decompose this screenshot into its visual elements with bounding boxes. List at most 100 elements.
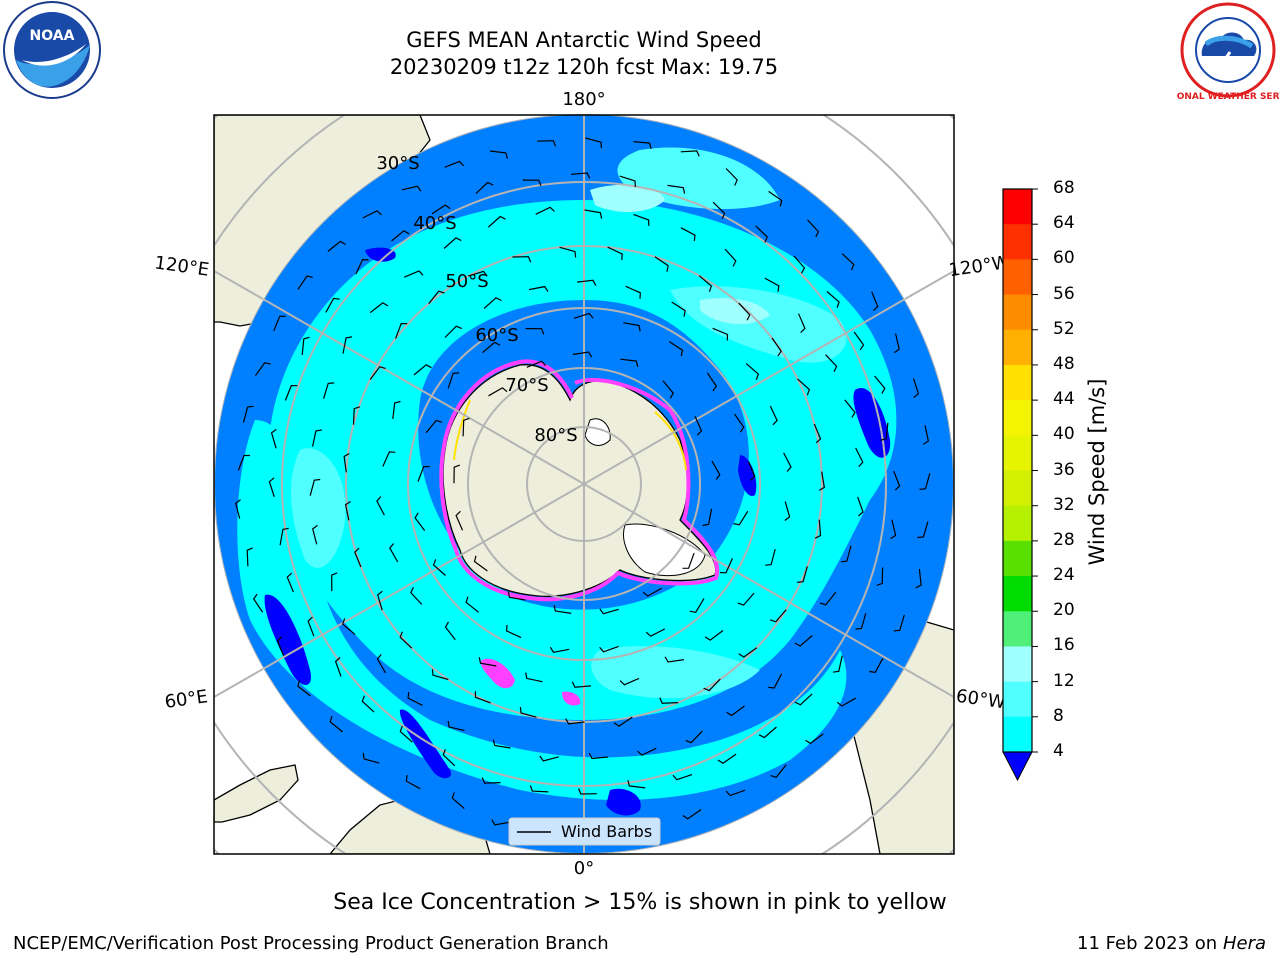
wind-barb <box>482 341 501 354</box>
wind-barb <box>526 360 547 368</box>
wind-speed-band-16-20 <box>590 184 770 325</box>
wind-barb <box>376 654 387 674</box>
wind-barb <box>343 452 350 473</box>
nws-logo: NATIONAL WEATHER SERVICE <box>1176 2 1280 102</box>
wind-barb <box>584 209 603 219</box>
colorbar-band <box>1003 470 1032 507</box>
wind-barb <box>577 279 597 286</box>
wind-barb <box>726 705 745 717</box>
wind-barb <box>712 201 726 220</box>
wind-barb <box>488 387 508 397</box>
colorbar-band <box>1003 435 1032 471</box>
wind-barb <box>633 141 652 150</box>
wind-barb <box>413 364 432 376</box>
footer-branch: NCEP/EMC/Verification Post Processing Pr… <box>13 933 609 954</box>
legend-label: Wind Barbs <box>561 822 652 841</box>
wind-barb <box>814 519 822 539</box>
wind-barb <box>844 399 856 418</box>
colorbar-tick-label: 24 <box>1053 565 1075 586</box>
wind-barb <box>724 248 737 267</box>
wind-barb <box>410 587 423 605</box>
wind-barb <box>327 240 346 252</box>
wind-barb <box>764 277 780 292</box>
wind-barb <box>698 275 713 292</box>
wind-barb <box>876 567 884 587</box>
wind-barb <box>704 630 724 641</box>
wind-barb <box>668 340 684 357</box>
footer-machine: Hera <box>1222 933 1266 954</box>
wind-barb <box>798 313 806 334</box>
wind-barb <box>323 382 335 399</box>
wind-barb <box>403 270 424 278</box>
wind-barb <box>853 331 865 351</box>
wind-barb <box>607 246 623 261</box>
colorbar-tick-label: 36 <box>1053 459 1075 480</box>
wind-barb <box>857 496 864 517</box>
wind-barb <box>528 285 549 292</box>
wind-barb <box>507 591 526 601</box>
wind-barb <box>468 270 488 277</box>
colorbar-tick-label: 60 <box>1053 248 1075 269</box>
wind-barb <box>453 464 461 484</box>
wind-barb <box>725 168 738 186</box>
wind-barb <box>642 587 662 597</box>
wind-barb <box>529 785 549 793</box>
colorbar-label: Wind Speed [m/s] <box>1085 378 1109 566</box>
wind-barb <box>571 172 591 179</box>
wind-barb <box>444 325 463 338</box>
colorbar-band <box>1003 646 1032 683</box>
wind-barb <box>784 501 791 521</box>
wind-barb <box>685 730 703 744</box>
wind-barb <box>443 237 462 249</box>
wind-barb <box>442 749 456 767</box>
meridian-lines <box>262 114 906 854</box>
colorbar-extend-arrow <box>1002 751 1033 782</box>
wind-barb <box>487 215 506 228</box>
wind-barb <box>841 253 855 271</box>
lat-label-30s: 30°S <box>376 153 419 174</box>
wind-barb <box>474 691 491 704</box>
wind-barb <box>694 416 703 436</box>
wind-barb <box>505 624 522 639</box>
wind-barb <box>893 470 901 491</box>
lat-label-70s: 70°S <box>505 375 548 396</box>
wind-barb <box>637 747 657 756</box>
wind-barb <box>284 385 298 401</box>
colorbar-tick-label: 56 <box>1053 283 1075 304</box>
sea-ice-core <box>453 399 687 471</box>
wind-barb <box>334 657 342 677</box>
wind-barb <box>431 669 449 681</box>
wind-barb <box>237 454 250 471</box>
wind-barb <box>620 358 639 367</box>
legend-box: Wind Barbs <box>508 817 661 846</box>
wind-barb <box>389 543 399 563</box>
wind-barb <box>235 499 241 519</box>
colorbar-tick-label: 8 <box>1053 705 1064 726</box>
wind-speed-band-8-12-outer <box>237 420 847 800</box>
wind-barb <box>768 673 783 689</box>
colorbar-tick-label: 12 <box>1053 670 1075 691</box>
wind-barb <box>770 764 787 778</box>
wind-barb <box>539 755 559 762</box>
wind-barb <box>769 609 787 623</box>
colorbar-tick-label: 48 <box>1053 353 1075 374</box>
wind-barbs <box>235 137 931 831</box>
wind-barb <box>407 692 423 706</box>
colorbar-band <box>1003 611 1032 647</box>
wind-barb <box>619 677 640 686</box>
wind-barb <box>793 255 806 274</box>
wind-barb <box>826 291 840 308</box>
wind-barb <box>725 789 746 797</box>
wind-barb <box>633 213 650 226</box>
sea-ice-patch <box>480 658 581 706</box>
colorbar-band <box>1003 540 1032 577</box>
wind-barb <box>578 788 597 795</box>
wind-barb <box>588 752 608 760</box>
wind-barb <box>312 524 318 545</box>
wind-barb <box>599 608 619 615</box>
wind-barb <box>297 275 313 290</box>
wind-barb <box>382 451 396 467</box>
wind-barb <box>805 733 824 745</box>
wind-barb <box>553 605 572 614</box>
wind-barb <box>341 618 356 635</box>
